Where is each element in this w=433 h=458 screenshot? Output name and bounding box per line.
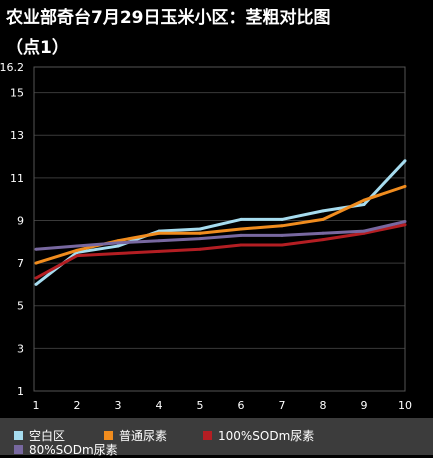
- x-tick-label: 8: [320, 399, 327, 412]
- series-line: [35, 159, 407, 286]
- legend-label: 80%SODm尿素: [29, 443, 118, 457]
- x-tick-label: 4: [156, 399, 163, 412]
- legend-item: 80%SODm尿素: [14, 441, 118, 458]
- data-point: [75, 254, 79, 258]
- data-point: [280, 233, 284, 237]
- legend-swatch: [203, 431, 212, 440]
- series-4: [34, 220, 407, 251]
- x-tick-label: 10: [398, 399, 412, 412]
- legend-swatch: [14, 431, 23, 440]
- legend-swatch: [14, 445, 23, 454]
- legend-label: 100%SODm尿素: [218, 429, 315, 443]
- data-point: [198, 237, 202, 241]
- x-tick-label: 9: [361, 399, 368, 412]
- legend-item: 空白区: [14, 427, 65, 444]
- y-tick-label: 3: [17, 342, 24, 355]
- data-point: [75, 244, 79, 248]
- data-point: [403, 159, 407, 163]
- y-tick-label: 1: [17, 385, 24, 398]
- data-point: [34, 276, 38, 280]
- data-point: [403, 220, 407, 224]
- data-point: [362, 202, 366, 206]
- x-tick-label: 5: [197, 399, 204, 412]
- data-point: [280, 224, 284, 228]
- series-line: [35, 220, 406, 251]
- data-point: [403, 223, 407, 227]
- legend: 空白区 普通尿素 100%SODm尿素 80%SODm尿素: [0, 418, 433, 458]
- legend-swatch: [104, 431, 113, 440]
- data-point: [239, 227, 243, 231]
- data-point: [280, 243, 284, 247]
- x-tick-label: 7: [279, 399, 286, 412]
- series-3: [34, 223, 407, 280]
- y-tick-label: 5: [17, 300, 24, 313]
- data-point: [157, 239, 161, 243]
- x-tick-label: 3: [115, 399, 122, 412]
- data-point: [321, 231, 325, 235]
- data-point: [362, 229, 366, 233]
- y-tick-label: 9: [17, 214, 24, 227]
- chart-title: 农业部奇台7月29日玉米小区：茎粗对比图: [6, 8, 331, 28]
- data-point: [198, 227, 202, 231]
- x-tick-label: 2: [74, 399, 81, 412]
- data-point: [239, 217, 243, 221]
- data-point: [321, 209, 325, 213]
- data-point: [321, 238, 325, 242]
- data-point: [34, 282, 38, 286]
- data-point: [34, 247, 38, 251]
- data-point: [116, 252, 120, 256]
- data-point: [157, 231, 161, 235]
- data-point: [321, 217, 325, 221]
- y-tick-label: 11: [10, 172, 24, 185]
- legend-item: 普通尿素: [104, 427, 167, 444]
- data-point: [34, 261, 38, 265]
- data-point: [280, 217, 284, 221]
- data-point: [239, 243, 243, 247]
- y-tick-label: 16.2: [0, 61, 24, 74]
- data-point: [198, 231, 202, 235]
- x-tick-label: 6: [238, 399, 245, 412]
- data-point: [198, 247, 202, 251]
- data-point: [116, 241, 120, 245]
- legend-label: 普通尿素: [119, 429, 168, 443]
- series-line: [35, 223, 406, 280]
- legend-label: 空白区: [29, 429, 66, 443]
- y-tick-label: 7: [17, 257, 24, 270]
- data-point: [362, 198, 366, 202]
- chart-subtitle: （点1）: [6, 38, 69, 58]
- y-tick-label: 13: [10, 129, 24, 142]
- data-point: [157, 249, 161, 253]
- data-point: [403, 184, 407, 188]
- legend-item: 100%SODm尿素: [203, 427, 314, 444]
- plot-frame: [33, 66, 406, 392]
- data-point: [116, 244, 120, 248]
- data-point: [75, 248, 79, 252]
- y-tick-label: 15: [10, 87, 24, 100]
- data-point: [239, 233, 243, 237]
- x-tick-label: 1: [33, 399, 40, 412]
